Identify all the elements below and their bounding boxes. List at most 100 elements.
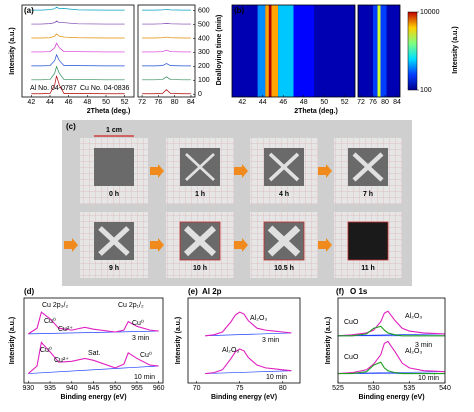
- heatmap-cell: [314, 5, 335, 97]
- panel-title: O 1s: [350, 287, 368, 296]
- y-axis-label: Intensity (a.u.): [9, 317, 16, 364]
- spectrum: [142, 9, 191, 11]
- plot-frame: [137, 4, 196, 98]
- x-tick-label: 50: [320, 99, 328, 106]
- annotation: 3 min: [415, 342, 432, 349]
- photo-time: 10 h: [193, 265, 207, 272]
- arrow: [318, 164, 332, 178]
- x-tick-label: 540: [439, 385, 451, 392]
- heatmap-cell: [380, 5, 387, 97]
- x-tick-label: 76: [154, 99, 162, 106]
- x-tick-label: 84: [187, 99, 195, 106]
- spectrum: [31, 6, 125, 11]
- arrow: [234, 238, 248, 252]
- plot-frame: [357, 4, 401, 98]
- x-tick-label: 535: [403, 385, 415, 392]
- x-tick-label: 960: [153, 385, 165, 392]
- photo-time: 9 h: [109, 265, 119, 272]
- spectrum: [142, 49, 191, 53]
- x-tick-label: 935: [44, 385, 56, 392]
- arrow: [150, 238, 164, 252]
- spectrum: [337, 340, 446, 375]
- x-axis-label: Binding energy (eV): [60, 394, 126, 401]
- x-axis-label: 2Theta (deg.): [294, 108, 338, 115]
- x-tick-label: 50: [102, 99, 110, 106]
- heatmap-cell: [394, 5, 400, 97]
- arrow: [234, 164, 248, 178]
- spectrum: [31, 42, 125, 53]
- arrow: [64, 238, 78, 252]
- colorbar-tick-label: 100: [420, 87, 432, 94]
- spectrum: [27, 341, 159, 374]
- x-tick-label: 75: [236, 385, 244, 392]
- x-tick-label: 84: [393, 99, 401, 106]
- x-tick-label: 48: [83, 99, 91, 106]
- plot-frame: [231, 4, 356, 98]
- y2-tick-label: 100: [198, 77, 210, 84]
- y2-tick-label: 200: [198, 63, 210, 70]
- x-tick-label: 80: [171, 99, 179, 106]
- background-line: [205, 332, 292, 337]
- background-line: [205, 370, 292, 374]
- annotation: Cu 2p₃/₂: [42, 302, 68, 309]
- x-axis-label: Binding energy (eV): [358, 394, 424, 401]
- annotation: 10 min: [134, 374, 155, 381]
- corrosion: [267, 225, 301, 257]
- heatmap-cell: [373, 5, 378, 97]
- photo-time: 0 h: [109, 191, 119, 198]
- heatmap-cell: [377, 5, 381, 97]
- x-tick-label: 76: [369, 99, 377, 106]
- corrosion: [185, 152, 215, 182]
- arrow: [318, 238, 332, 252]
- x-tick-label: 940: [66, 385, 78, 392]
- x-tick-label: 44: [259, 99, 267, 106]
- x-tick-label: 80: [381, 99, 389, 106]
- x-tick-label: 930: [23, 385, 35, 392]
- x-tick-label: 46: [279, 99, 287, 106]
- y2-axis-label: Dealloying time (min): [216, 15, 223, 86]
- spectrum: [142, 36, 191, 39]
- spectrum: [31, 33, 125, 39]
- heatmap-cell: [265, 5, 269, 97]
- x-axis-label: 2Theta (deg.): [87, 108, 131, 115]
- panel-label: (f): [336, 287, 344, 296]
- annotation: Cu²⁺: [54, 357, 69, 364]
- panel-label: (c): [66, 122, 76, 131]
- spectrum: [338, 361, 445, 375]
- photo-time: 10.5 h: [274, 265, 294, 272]
- photo-time: 1 h: [195, 191, 205, 198]
- y-axis-label: Intensity (a.u.): [325, 317, 332, 364]
- x-tick-label: 80: [279, 385, 287, 392]
- plot-frame: [21, 4, 135, 98]
- x-tick-label: 42: [238, 99, 246, 106]
- annotation: Cu No. 04-0836: [80, 85, 130, 92]
- spectrum: [31, 65, 125, 81]
- corrosion: [352, 152, 384, 182]
- corrosion: [183, 225, 217, 257]
- spectrum: [142, 76, 191, 81]
- x-tick-label: 945: [88, 385, 100, 392]
- spectrum: [205, 348, 292, 375]
- annotation: Cu⁰: [140, 351, 152, 359]
- heatmap-cell: [334, 5, 355, 97]
- heatmap-cell: [247, 5, 258, 97]
- panel-label: (e): [188, 287, 198, 296]
- x-axis-label: Binding energy (eV): [211, 394, 277, 401]
- colorbar: [407, 11, 418, 91]
- heatmap-cell: [268, 5, 272, 97]
- y2-tick-label: 500: [198, 21, 210, 28]
- background-line: [28, 330, 159, 335]
- heatmap-cell: [386, 5, 394, 97]
- spectrum: [337, 310, 446, 337]
- y2-tick-label: 0: [198, 91, 202, 98]
- annotation: 3 min: [262, 337, 279, 344]
- background-line: [28, 365, 159, 374]
- panel-label: (b): [234, 6, 245, 15]
- annotation: 10 min: [418, 375, 439, 382]
- annotation: Cu⁰: [44, 317, 56, 325]
- x-tick-label: 950: [109, 385, 121, 392]
- heatmap-cell: [232, 5, 248, 97]
- y-axis-label: Intensity (a.u.): [175, 317, 182, 364]
- photo-time: 4 h: [279, 191, 289, 198]
